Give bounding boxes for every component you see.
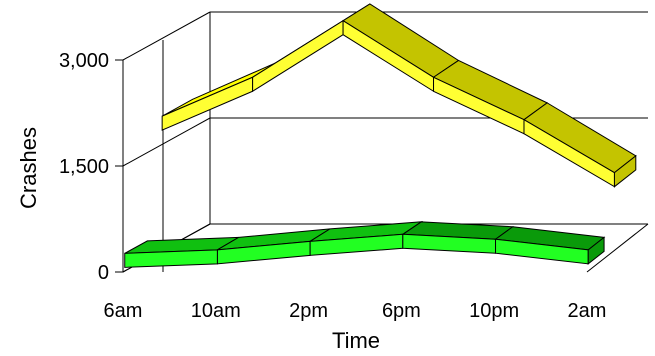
side-wall-gridline [122,11,211,61]
ribbon-segment-front [161,76,254,131]
ribbon-end-cap [613,154,637,188]
ribbon-segment-front [124,249,218,268]
x-tick-label: 6am [104,300,143,322]
floor-right-edge [586,223,649,273]
x-tick-label: 2am [568,300,607,322]
y-tick-label: 0 [98,262,109,284]
side-wall-gridline [122,117,211,167]
x-tick-label: 10pm [469,300,519,322]
x-tick-label: 10am [191,300,241,322]
y-axis-ticks: 0 1,500 3,000 [59,50,124,284]
x-tick-label: 2pm [289,300,328,322]
y-tick-label: 3,000 [59,50,109,72]
ribbon-end-cap [587,236,605,265]
x-axis-title: Time [332,328,380,353]
ribbon-segment-front [252,19,344,93]
x-tick-label: 6pm [382,300,421,322]
ribbon-segment-top [161,60,282,117]
chart-ribbons [124,3,637,268]
series-ribbon [161,3,637,188]
y-tick-label: 1,500 [59,156,109,178]
x-axis-ticks: 6am 10am 2pm 6pm 10pm 2am [104,300,607,322]
series-ribbon [124,221,606,268]
y-axis-title: Crashes [16,127,41,209]
